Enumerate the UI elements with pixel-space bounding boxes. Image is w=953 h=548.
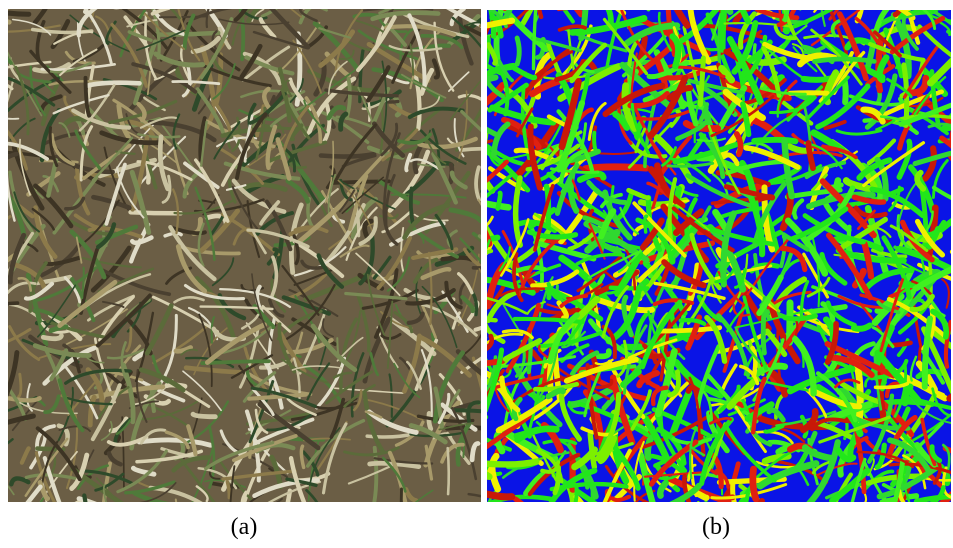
leaf [429, 413, 431, 429]
leaf [753, 469, 756, 499]
leaf [411, 188, 413, 223]
leaf [0, 0, 29, 14]
leaf [485, 0, 507, 4]
leaf [326, 0, 351, 4]
leaf [874, 0, 892, 3]
leaf [581, 0, 601, 6]
leaf [885, 2, 948, 8]
leaf [814, 59, 874, 61]
leaf [856, 4, 876, 9]
leaf [304, 0, 358, 9]
leaf [760, 0, 800, 9]
leaf [146, 0, 164, 5]
leaf [696, 502, 700, 537]
leaf [328, 510, 333, 529]
leaf [700, 58, 703, 105]
leaf [84, 496, 88, 548]
leaf [645, 216, 647, 232]
leaf [142, 504, 166, 548]
leaf [785, 316, 815, 319]
leaf [348, 506, 404, 533]
page: (a) (b) (() => { const data = JSON.parse… [0, 0, 953, 548]
leaf [291, 505, 352, 518]
leaf [498, 193, 501, 209]
leaf [814, 0, 855, 12]
leaf [376, 2, 440, 7]
leaf [735, 494, 748, 548]
leaf [0, 218, 6, 238]
leaf [79, 499, 142, 529]
leaf [891, 0, 923, 8]
leaf [745, 501, 762, 516]
leaf [301, 446, 303, 467]
leaf [594, 133, 596, 151]
leaf [401, 489, 402, 527]
leaf [0, 0, 9, 22]
leaf [463, 440, 464, 457]
leaf [193, 414, 215, 417]
leaf [195, 509, 213, 548]
leaf [448, 448, 449, 494]
leaf [517, 38, 519, 64]
leaf [854, 326, 870, 329]
leaf [928, 0, 953, 2]
leaf [104, 0, 121, 8]
leaf [0, 82, 5, 110]
leaf [160, 16, 207, 17]
leaf [198, 0, 269, 2]
leaf [321, 154, 374, 156]
leaf [227, 482, 229, 498]
panel-a [0, 0, 555, 548]
leaf [491, 507, 539, 544]
leaf [473, 0, 505, 9]
leaf [585, 167, 646, 169]
leaf [559, 7, 628, 10]
panel-b [423, 0, 953, 548]
leaf [0, 17, 4, 37]
leaf [754, 140, 795, 142]
leaf [439, 502, 482, 522]
panel-caption: (a) [231, 514, 258, 540]
leaf [262, 1, 327, 10]
panel-caption: (b) [702, 514, 730, 540]
leaf [0, 476, 4, 500]
figure: (a) (b) [0, 0, 953, 548]
leaf [611, 288, 648, 289]
leaf [4, 314, 5, 334]
leaf [0, 9, 9, 12]
leaf [628, 0, 649, 9]
leaf [722, 5, 724, 50]
leaf [451, 503, 467, 533]
leaf [516, 499, 553, 544]
leaf [46, 502, 81, 530]
leaf [754, 0, 765, 2]
leaf [451, 503, 459, 548]
leaf [354, 506, 404, 542]
leaf [0, 24, 6, 33]
